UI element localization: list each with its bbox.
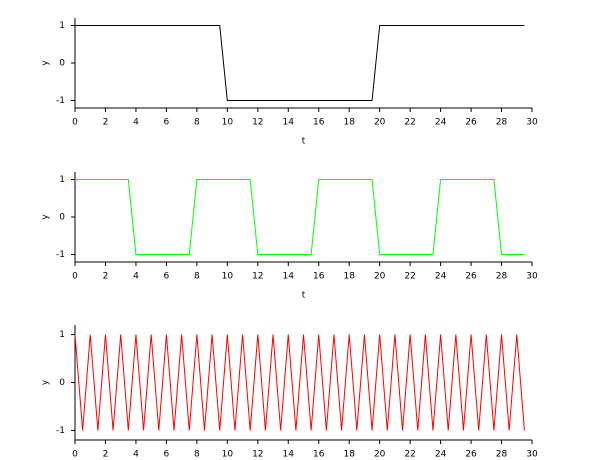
x-tick-label: 26 <box>465 272 477 282</box>
y-tick-label: -1 <box>56 426 65 436</box>
y-axis-label: y <box>41 379 51 385</box>
x-tick-label: 8 <box>194 272 200 282</box>
x-tick-label: 22 <box>404 272 415 282</box>
x-tick-label: 20 <box>374 272 386 282</box>
y-tick-label: -1 <box>56 250 65 260</box>
x-tick-label: 18 <box>343 272 355 282</box>
x-tick-label: 22 <box>404 450 415 460</box>
x-tick-label: 24 <box>435 450 447 460</box>
x-tick-label: 16 <box>313 118 325 128</box>
y-tick-label: 0 <box>59 213 65 223</box>
x-axis-label: t <box>302 291 306 301</box>
x-tick-label: 12 <box>252 272 263 282</box>
x-tick-label: 4 <box>133 450 139 460</box>
x-tick-label: 30 <box>526 118 538 128</box>
x-tick-label: 28 <box>496 450 508 460</box>
line-series <box>74 334 525 431</box>
x-tick-label: 20 <box>374 118 386 128</box>
y-tick-label: 0 <box>59 59 65 69</box>
x-tick-label: 12 <box>252 118 263 128</box>
x-tick-label: 10 <box>222 272 234 282</box>
x-tick-label: 6 <box>164 272 170 282</box>
x-tick-label: 0 <box>72 118 78 128</box>
x-tick-label: 26 <box>465 118 477 128</box>
x-tick-label: 26 <box>465 450 477 460</box>
x-tick-label: 30 <box>526 450 538 460</box>
x-tick-label: 2 <box>103 272 109 282</box>
x-tick-label: 20 <box>374 450 386 460</box>
y-axis-label: y <box>41 214 51 220</box>
x-tick-label: 8 <box>194 118 200 128</box>
x-tick-label: 10 <box>222 118 234 128</box>
x-tick-label: 6 <box>164 118 170 128</box>
x-tick-label: 28 <box>496 118 508 128</box>
y-tick-label: 1 <box>59 330 65 340</box>
x-tick-label: 14 <box>283 450 295 460</box>
x-tick-label: 30 <box>526 272 538 282</box>
x-tick-label: 2 <box>103 118 109 128</box>
y-tick-label: -1 <box>56 96 65 106</box>
y-tick-label: 1 <box>59 175 65 185</box>
x-tick-label: 16 <box>313 450 325 460</box>
x-tick-label: 6 <box>164 450 170 460</box>
y-axis-label: y <box>41 60 51 66</box>
x-tick-label: 24 <box>435 272 447 282</box>
x-tick-label: 0 <box>72 450 78 460</box>
x-tick-label: 10 <box>222 450 234 460</box>
y-tick-label: 0 <box>59 378 65 388</box>
line-series <box>75 179 525 255</box>
line-series <box>75 25 525 101</box>
y-tick-label: 1 <box>59 21 65 31</box>
x-axis-label: t <box>302 137 306 147</box>
x-tick-label: 4 <box>133 272 139 282</box>
x-tick-label: 16 <box>313 272 325 282</box>
x-tick-label: 2 <box>103 450 109 460</box>
x-tick-label: 14 <box>283 118 295 128</box>
x-tick-label: 0 <box>72 272 78 282</box>
x-tick-label: 8 <box>194 450 200 460</box>
x-tick-label: 4 <box>133 118 139 128</box>
x-tick-label: 18 <box>343 118 355 128</box>
x-tick-label: 24 <box>435 118 447 128</box>
x-tick-label: 28 <box>496 272 508 282</box>
x-tick-label: 22 <box>404 118 415 128</box>
x-tick-label: 14 <box>283 272 295 282</box>
x-tick-label: 12 <box>252 450 263 460</box>
x-tick-label: 18 <box>343 450 355 460</box>
